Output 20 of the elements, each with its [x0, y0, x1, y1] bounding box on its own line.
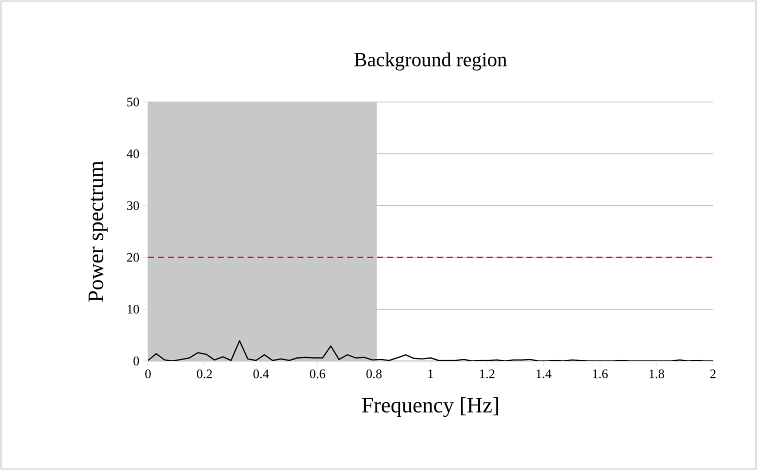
y-axis-title: Power spectrum [88, 160, 108, 302]
y-tick-label: 0 [134, 356, 139, 366]
y-tick-label: 40 [126, 149, 139, 158]
x-tick-label: 2 [710, 370, 716, 378]
x-axis-title: Frequency [Hz] [362, 397, 498, 418]
x-tick-label: 1.6 [593, 370, 608, 378]
y-tick-label: 50 [127, 98, 139, 106]
x-tick-label: 1.2 [480, 370, 494, 378]
y-tick-label: 10 [128, 304, 139, 314]
y-tick-label: 30 [127, 201, 139, 210]
y-tick-label: 20 [127, 253, 139, 262]
x-tick-label: 1.8 [650, 370, 664, 378]
x-tick-label: 0.8 [366, 370, 382, 378]
x-tick-label: 0.2 [196, 370, 212, 378]
x-tick-label: 0.4 [253, 370, 269, 378]
chart-title: Background region [354, 52, 507, 70]
x-tick-label: 1 [428, 370, 433, 378]
x-tick-label: 0.6 [310, 370, 326, 378]
x-tick-label: 1.4 [536, 370, 552, 378]
x-tick-label: 0 [145, 370, 151, 378]
